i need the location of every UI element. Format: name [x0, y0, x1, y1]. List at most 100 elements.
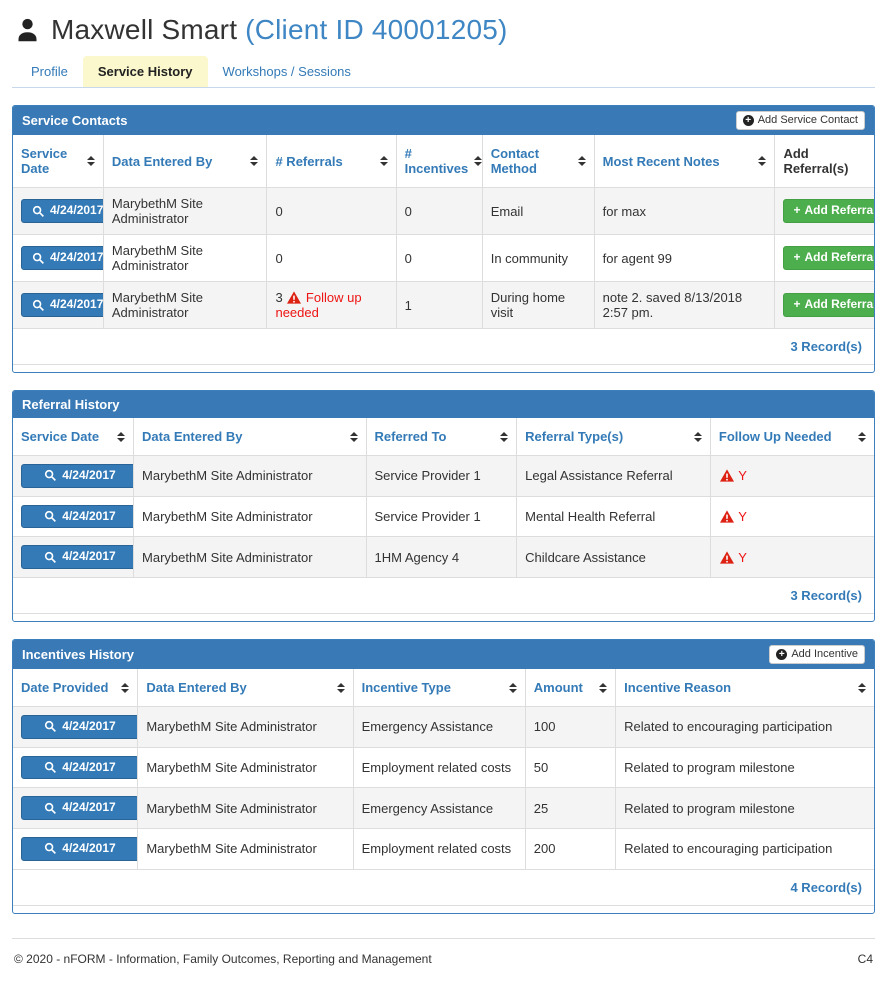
cell-text: MarybethM Site Administrator	[137, 746, 354, 789]
footer-copyright: © 2020 - nFORM - Information, Family Out…	[14, 951, 432, 966]
view-date-button[interactable]: 4/24/2017	[21, 836, 137, 861]
sort-icon[interactable]	[379, 156, 388, 167]
column-label: Incentive Type	[361, 680, 451, 696]
record-count: 4 Record(s)	[13, 868, 874, 906]
view-date-button[interactable]: 4/24/2017	[21, 293, 103, 317]
sort-icon[interactable]	[250, 156, 259, 167]
view-date-button[interactable]: 4/24/2017	[21, 504, 133, 529]
sort-icon[interactable]	[577, 156, 586, 167]
column-header-referrals[interactable]: # Referrals	[266, 135, 397, 189]
view-date-button[interactable]: 4/24/2017	[21, 715, 137, 739]
column-header-most-recent-notes[interactable]: Most Recent Notes	[593, 135, 776, 189]
sort-icon[interactable]	[474, 156, 482, 167]
view-date-button[interactable]: 4/24/2017	[21, 199, 103, 223]
view-date-button[interactable]: 4/24/2017	[21, 545, 133, 569]
column-header-follow-up-needed[interactable]: Follow Up Needed	[709, 418, 874, 457]
cell-text: Related to program milestone	[615, 746, 874, 789]
cell-text: Legal Assistance Referral	[516, 455, 711, 497]
view-date-button[interactable]: 4/24/2017	[21, 246, 103, 270]
panel-title: Service Contacts	[22, 113, 128, 129]
cell-text: MarybethM Site Administrator	[102, 234, 268, 283]
column-header-service-date[interactable]: Service Date	[13, 135, 104, 189]
follow-up-needed-cell: Y	[709, 536, 874, 578]
column-header-date-provided[interactable]: Date Provided	[13, 669, 139, 708]
sort-icon[interactable]	[121, 682, 130, 693]
panel-title: Referral History	[22, 397, 120, 413]
sort-icon[interactable]	[758, 156, 767, 167]
cell-text: MarybethM Site Administrator	[102, 187, 268, 236]
panel-heading: Service Contacts + Add Service Contact	[13, 106, 874, 136]
search-icon	[32, 205, 44, 217]
table-header-row: Service Date Data Entered By # Referrals # …	[13, 135, 874, 189]
panel-heading: Referral History	[13, 391, 874, 419]
cell-text: Childcare Assistance	[516, 536, 711, 578]
add-incentive-button[interactable]: + Add Incentive	[769, 644, 865, 665]
column-header-amount[interactable]: Amount	[524, 669, 617, 708]
cell-text: 1	[395, 281, 483, 330]
sort-icon[interactable]	[693, 431, 702, 442]
cell-text: 1HM Agency 4	[365, 536, 518, 578]
date-cell: 4/24/2017	[13, 234, 104, 283]
date-cell: 4/24/2017	[13, 536, 135, 578]
client-name: Maxwell Smart	[51, 14, 238, 45]
cell-text: 200	[524, 827, 617, 870]
column-header-contact-method[interactable]: Contact Method	[481, 135, 595, 189]
view-date-button[interactable]: 4/24/2017	[21, 755, 137, 780]
record-count: 3 Record(s)	[13, 328, 874, 366]
table-row: 4/24/2017 MarybethM Site Administrator 3 F…	[13, 281, 874, 330]
column-header-referred-to[interactable]: Referred To	[365, 418, 518, 457]
column-header-service-date[interactable]: Service Date	[13, 418, 135, 457]
sort-icon[interactable]	[336, 682, 345, 693]
table-row: 4/24/2017 MarybethM Site Administrator Ser…	[13, 455, 874, 497]
table-row: 4/24/2017 MarybethM Site Administrator Eme…	[13, 787, 874, 829]
cell-text: 0	[395, 234, 483, 283]
warning-icon	[719, 510, 734, 523]
column-label: Date Provided	[21, 680, 109, 696]
cell-text: Emergency Assistance	[352, 706, 526, 748]
cell-text: Mental Health Referral	[516, 495, 711, 538]
cell-text: Related to encouraging participation	[615, 827, 874, 870]
column-label: Amount	[533, 680, 583, 696]
add-referral-button[interactable]: + Add Referral	[783, 246, 874, 270]
cell-text: Related to encouraging participation	[615, 706, 874, 748]
tab-service-history[interactable]: Service History	[82, 56, 208, 87]
column-header-data-entered-by[interactable]: Data Entered By	[102, 135, 268, 189]
column-header-data-entered-by[interactable]: Data Entered By	[133, 418, 367, 457]
view-date-button[interactable]: 4/24/2017	[21, 464, 133, 488]
sort-icon[interactable]	[508, 682, 517, 693]
date-cell: 4/24/2017	[13, 495, 135, 538]
sort-icon[interactable]	[349, 431, 358, 442]
column-label: Service Date	[21, 429, 100, 445]
cell-text: 0	[266, 234, 397, 283]
cell-text: 25	[524, 787, 617, 829]
cell-text: Service Provider 1	[365, 455, 518, 497]
add-service-contact-button[interactable]: + Add Service Contact	[735, 111, 865, 131]
page-title: Maxwell Smart (Client ID 40001205)	[51, 14, 508, 46]
follow-up-needed-cell: Y	[709, 455, 874, 497]
sort-icon[interactable]	[86, 156, 95, 167]
add-referral-button[interactable]: + Add Referral	[783, 199, 874, 223]
sort-icon[interactable]	[599, 682, 608, 693]
sort-icon[interactable]	[500, 431, 509, 442]
column-label: Data Entered By	[111, 153, 213, 169]
column-header-incentives[interactable]: # Incentives	[395, 135, 483, 189]
search-icon	[45, 470, 57, 482]
tab-workshops-sessions[interactable]: Workshops / Sessions	[222, 64, 351, 79]
column-header-incentive-reason[interactable]: Incentive Reason	[615, 669, 874, 708]
search-icon	[45, 843, 57, 855]
column-header-referral-type-s[interactable]: Referral Type(s)	[516, 418, 711, 457]
view-date-button[interactable]: 4/24/2017	[21, 796, 137, 820]
plus-icon: +	[793, 250, 801, 265]
sort-icon[interactable]	[117, 431, 126, 442]
sort-icon[interactable]	[858, 682, 866, 693]
column-label: Follow Up Needed	[718, 429, 832, 445]
cell-text: Employment related costs	[352, 827, 526, 870]
column-header-data-entered-by[interactable]: Data Entered By	[137, 669, 354, 708]
tab-profile[interactable]: Profile	[31, 64, 68, 79]
add-referral-button[interactable]: + Add Referral	[783, 293, 874, 317]
sort-icon[interactable]	[858, 431, 866, 442]
column-header-incentive-type[interactable]: Incentive Type	[352, 669, 526, 708]
search-icon	[45, 721, 57, 733]
plus-circle-icon: +	[742, 115, 754, 127]
add-referral-cell: + Add Referral	[774, 187, 874, 236]
